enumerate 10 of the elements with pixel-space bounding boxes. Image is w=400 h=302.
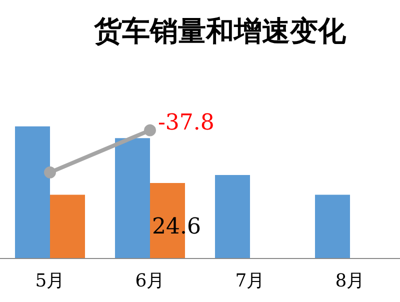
annotation: -37.8 xyxy=(158,110,214,136)
x-tick-label: 5月 xyxy=(35,270,65,292)
x-tick-label: 6月 xyxy=(135,270,165,292)
bar xyxy=(215,175,250,258)
x-tick-label: 8月 xyxy=(335,270,365,292)
bar xyxy=(15,126,50,258)
chart-title: 货车销量和增速变化 xyxy=(93,14,347,48)
bar xyxy=(50,194,85,258)
bar xyxy=(315,194,350,258)
x-tick-label: 7月 xyxy=(235,270,265,292)
